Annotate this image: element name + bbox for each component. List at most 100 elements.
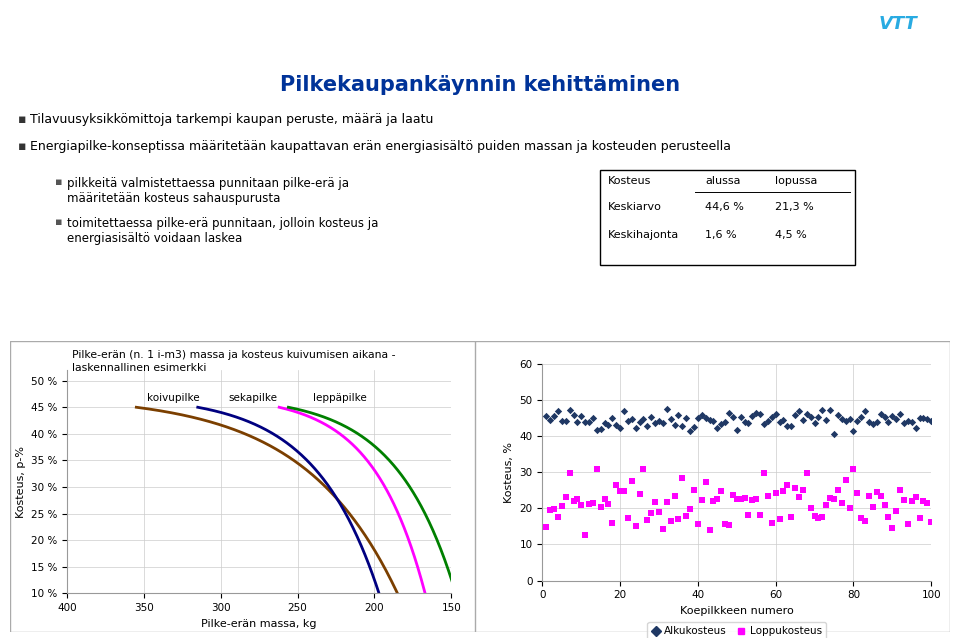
- Point: [601, 499, 616, 509]
- Point: [546, 410, 562, 420]
- Point: [624, 414, 639, 424]
- Point: [830, 410, 846, 420]
- Point: [916, 413, 931, 423]
- Point: [857, 406, 873, 416]
- Point: [605, 517, 620, 528]
- Point: [694, 494, 709, 505]
- Point: [683, 426, 698, 436]
- Point: [827, 494, 842, 504]
- Point: [733, 494, 749, 505]
- Point: [749, 408, 764, 419]
- Text: sekapilke: sekapilke: [228, 393, 277, 403]
- Point: [569, 494, 585, 505]
- Point: [787, 483, 803, 493]
- Point: [713, 419, 729, 429]
- Point: [698, 477, 713, 487]
- Point: [737, 493, 753, 503]
- Point: [741, 510, 756, 520]
- Point: [694, 410, 709, 420]
- Text: ▪: ▪: [18, 140, 27, 153]
- Point: [846, 463, 861, 473]
- Y-axis label: Kosteus, %: Kosteus, %: [504, 441, 514, 503]
- Point: [706, 496, 721, 506]
- Point: [624, 476, 639, 486]
- Point: [876, 412, 892, 422]
- Point: [663, 516, 679, 526]
- Point: [620, 513, 636, 523]
- Text: pilkkeitä valmistettaessa punnitaan pilke-erä ja
määritetään kosteus sahauspurus: pilkkeitä valmistettaessa punnitaan pilk…: [67, 177, 349, 205]
- Text: Pilke-erän (n. 1 i-m3) massa ja kosteus kuivumisen aikana -: Pilke-erän (n. 1 i-m3) massa ja kosteus …: [72, 350, 396, 360]
- Point: [795, 485, 810, 495]
- Point: [609, 480, 624, 490]
- X-axis label: Pilke-erän massa, kg: Pilke-erän massa, kg: [202, 619, 317, 628]
- Point: [647, 418, 662, 428]
- Point: [908, 492, 924, 502]
- Point: [869, 487, 884, 497]
- Point: [873, 409, 888, 419]
- Point: [865, 419, 880, 429]
- Point: [721, 520, 736, 530]
- Point: [709, 494, 725, 505]
- Point: [760, 491, 776, 501]
- Point: [550, 512, 565, 522]
- Point: [861, 417, 876, 427]
- Point: [562, 405, 577, 415]
- Point: [815, 405, 830, 415]
- Y-axis label: Kosteus, p-%: Kosteus, p-%: [15, 446, 26, 517]
- Point: [725, 412, 740, 422]
- Point: [578, 417, 593, 427]
- Point: [799, 408, 814, 419]
- Point: [920, 414, 935, 424]
- Point: [853, 512, 869, 523]
- Text: leppäpilke: leppäpilke: [313, 393, 367, 403]
- Point: [586, 498, 601, 508]
- Point: [756, 468, 772, 478]
- Point: [686, 422, 702, 432]
- Point: [764, 412, 780, 422]
- Point: [893, 408, 908, 419]
- Point: [768, 408, 783, 419]
- Point: [702, 415, 717, 425]
- Point: [569, 417, 585, 427]
- Point: [651, 507, 666, 517]
- Point: [605, 412, 620, 422]
- Point: [709, 423, 725, 433]
- Point: [550, 405, 565, 415]
- Point: [827, 429, 842, 440]
- Text: ▪: ▪: [55, 177, 62, 187]
- Text: 44,6 %: 44,6 %: [705, 202, 744, 212]
- Text: ▪: ▪: [18, 113, 27, 126]
- Point: [639, 515, 655, 525]
- Text: koivupilke: koivupilke: [147, 393, 200, 403]
- Point: [791, 492, 806, 502]
- Point: [593, 424, 609, 434]
- Point: [593, 501, 609, 512]
- Point: [803, 503, 818, 513]
- Point: [558, 492, 573, 502]
- Point: [846, 426, 861, 436]
- Point: [791, 406, 806, 417]
- Point: [737, 417, 753, 427]
- Point: [764, 518, 780, 528]
- Point: [690, 413, 706, 423]
- Text: alussa: alussa: [705, 176, 740, 186]
- Point: [768, 488, 783, 498]
- Point: [628, 521, 643, 531]
- Point: [713, 486, 729, 496]
- Point: [733, 412, 749, 422]
- Text: Pilkekaupankäynnin kehittäminen: Pilkekaupankäynnin kehittäminen: [280, 75, 680, 95]
- Point: [632, 489, 647, 499]
- Point: [823, 493, 838, 503]
- Point: [612, 422, 628, 433]
- Point: [795, 415, 810, 425]
- Point: [730, 424, 745, 434]
- Point: [893, 484, 908, 494]
- Point: [842, 413, 857, 424]
- Point: [884, 523, 900, 533]
- Text: toimitettaessa pilke-erä punnitaan, jolloin kosteus ja
energiasisältö voidaan la: toimitettaessa pilke-erä punnitaan, joll…: [67, 217, 378, 245]
- Point: [717, 519, 732, 529]
- Point: [756, 419, 772, 429]
- Point: [660, 403, 675, 413]
- Point: [717, 417, 732, 427]
- Point: [643, 508, 659, 518]
